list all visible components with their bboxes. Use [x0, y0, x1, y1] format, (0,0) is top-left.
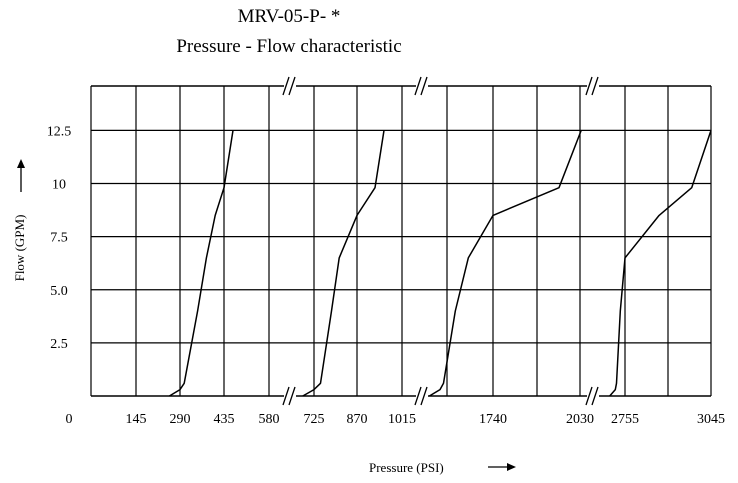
x-tick-label: 725 [304, 412, 325, 427]
axis-break-mark [591, 76, 599, 96]
x-tick-label: 2755 [611, 412, 639, 427]
axis-break-mark [288, 386, 296, 406]
x-tick-label: 1015 [388, 412, 416, 427]
axis-break-gap [587, 84, 599, 88]
grid [90, 85, 712, 397]
y-tick-label: 2.5 [50, 337, 68, 352]
axis-break-gap [284, 84, 296, 88]
axis-break-mark [414, 386, 422, 406]
x-tick-label: 580 [259, 412, 280, 427]
y-tick-labels: 12.5 10 7.5 5.0 2.5 [47, 124, 72, 352]
axis-break-gap [284, 394, 296, 398]
axis-break-gap [416, 394, 428, 398]
x-tick-labels: 0 145 290 435 580 725 870 1015 1740 2030 2755 3045 [66, 412, 726, 427]
x-tick-label: 145 [126, 412, 147, 427]
y-axis-label: Flow (GPM) [12, 215, 27, 282]
y-tick-label: 5.0 [50, 284, 68, 299]
y-axis-arrow [17, 159, 25, 192]
x-tick-label: 1740 [479, 412, 507, 427]
flow-curve-4 [609, 130, 712, 397]
x-tick-label: 290 [170, 412, 191, 427]
x-tick-label: 3045 [697, 412, 725, 427]
axis-break-mark [585, 386, 593, 406]
axis-break-mark [288, 76, 296, 96]
x-tick-label: 435 [214, 412, 235, 427]
x-axis-arrow [488, 463, 516, 471]
axis-break-gap [416, 84, 428, 88]
axis-break-mark [420, 386, 428, 406]
x-tick-label: 2030 [566, 412, 594, 427]
curves [169, 130, 712, 397]
axis-breaks [282, 76, 599, 406]
x-axis-label: Pressure (PSI) [369, 460, 444, 475]
y-tick-label: 10 [52, 178, 66, 193]
flow-curve-3 [429, 130, 582, 397]
axis-break-mark [282, 76, 290, 96]
flow-curve-1 [169, 130, 234, 397]
flow-curve-2 [302, 130, 385, 397]
y-tick-label: 12.5 [47, 124, 72, 139]
x-tick-label: 870 [347, 412, 368, 427]
axis-break-gap [587, 394, 599, 398]
chart-subtitle: Pressure - Flow characteristic [176, 36, 401, 57]
x-tick-label: 0 [66, 412, 73, 427]
chart-title: MRV-05-P- * [238, 6, 341, 27]
axis-break-mark [282, 386, 290, 406]
axis-break-mark [420, 76, 428, 96]
y-tick-label: 7.5 [50, 231, 68, 246]
axis-break-mark [591, 386, 599, 406]
axis-break-mark [414, 76, 422, 96]
axis-break-mark [585, 76, 593, 96]
